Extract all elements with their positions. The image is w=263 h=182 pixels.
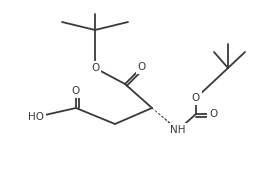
Text: O: O <box>72 86 80 96</box>
Text: O: O <box>138 62 146 72</box>
Text: O: O <box>91 63 99 73</box>
Text: O: O <box>192 93 200 103</box>
Text: NH: NH <box>170 125 186 135</box>
Text: HO: HO <box>28 112 44 122</box>
Text: O: O <box>209 109 217 119</box>
